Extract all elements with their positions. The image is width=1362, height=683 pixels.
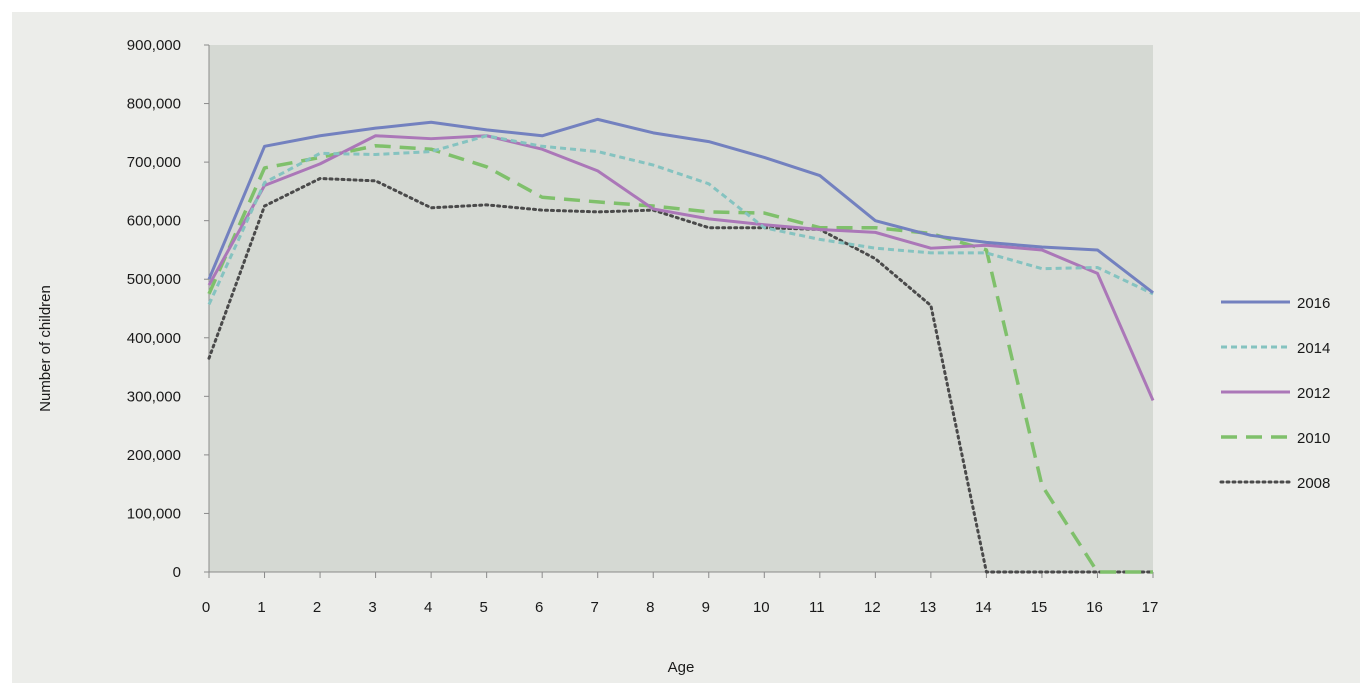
x-tick-label: 4 [424, 599, 432, 616]
legend-label-2010: 2010 [1297, 430, 1330, 447]
series-line-2014 [207, 134, 1154, 306]
x-tick-label: 14 [975, 599, 992, 616]
y-tick-label: 800,000 [127, 96, 181, 113]
y-axis-title: Number of children [37, 285, 54, 412]
x-tick-label: 15 [1031, 599, 1048, 616]
legend-label-2008: 2008 [1297, 475, 1330, 492]
series-line-2008 [207, 177, 1155, 574]
y-tick-label: 600,000 [127, 213, 181, 230]
y-tick-label: 400,000 [127, 330, 181, 347]
y-tick-label: 500,000 [127, 271, 181, 288]
x-tick-label: 2 [313, 599, 321, 616]
axes: 0 100,000 200,000 300,000 400,000 500,000 600,… [127, 37, 1159, 616]
x-axis-title: Age [668, 659, 695, 676]
x-tick-label: 9 [702, 599, 710, 616]
y-tick-label: 200,000 [127, 447, 181, 464]
x-tick-label: 3 [368, 599, 376, 616]
plot-area [209, 45, 1153, 572]
x-tick-label: 6 [535, 599, 543, 616]
x-tick-label: 16 [1086, 599, 1103, 616]
legend: 2016 2014 2012 2010 2008 [1219, 295, 1330, 492]
legend-label-2016: 2016 [1297, 295, 1330, 312]
x-tick-label: 1 [257, 599, 265, 616]
x-tick-label: 7 [591, 599, 599, 616]
x-tick-label: 8 [646, 599, 654, 616]
x-tick-label: 0 [202, 599, 210, 616]
x-tick-label: 10 [753, 599, 770, 616]
series-line-2016 [207, 117, 1154, 294]
x-tick-label: 13 [920, 599, 937, 616]
y-tick-label: 0 [173, 564, 181, 581]
x-tick-label: 5 [479, 599, 487, 616]
x-tick-label: 12 [864, 599, 881, 616]
y-tick-label: 300,000 [127, 388, 181, 405]
y-tick-label: 700,000 [127, 154, 181, 171]
legend-label-2012: 2012 [1297, 385, 1330, 402]
legend-label-2014: 2014 [1297, 340, 1330, 357]
y-tick-label: 900,000 [127, 37, 181, 54]
series-layer [207, 117, 1155, 574]
x-tick-label: 11 [809, 599, 825, 616]
series-line-2012 [207, 134, 1155, 402]
y-tick-label: 100,000 [127, 505, 181, 522]
x-tick-label: 17 [1142, 599, 1159, 616]
